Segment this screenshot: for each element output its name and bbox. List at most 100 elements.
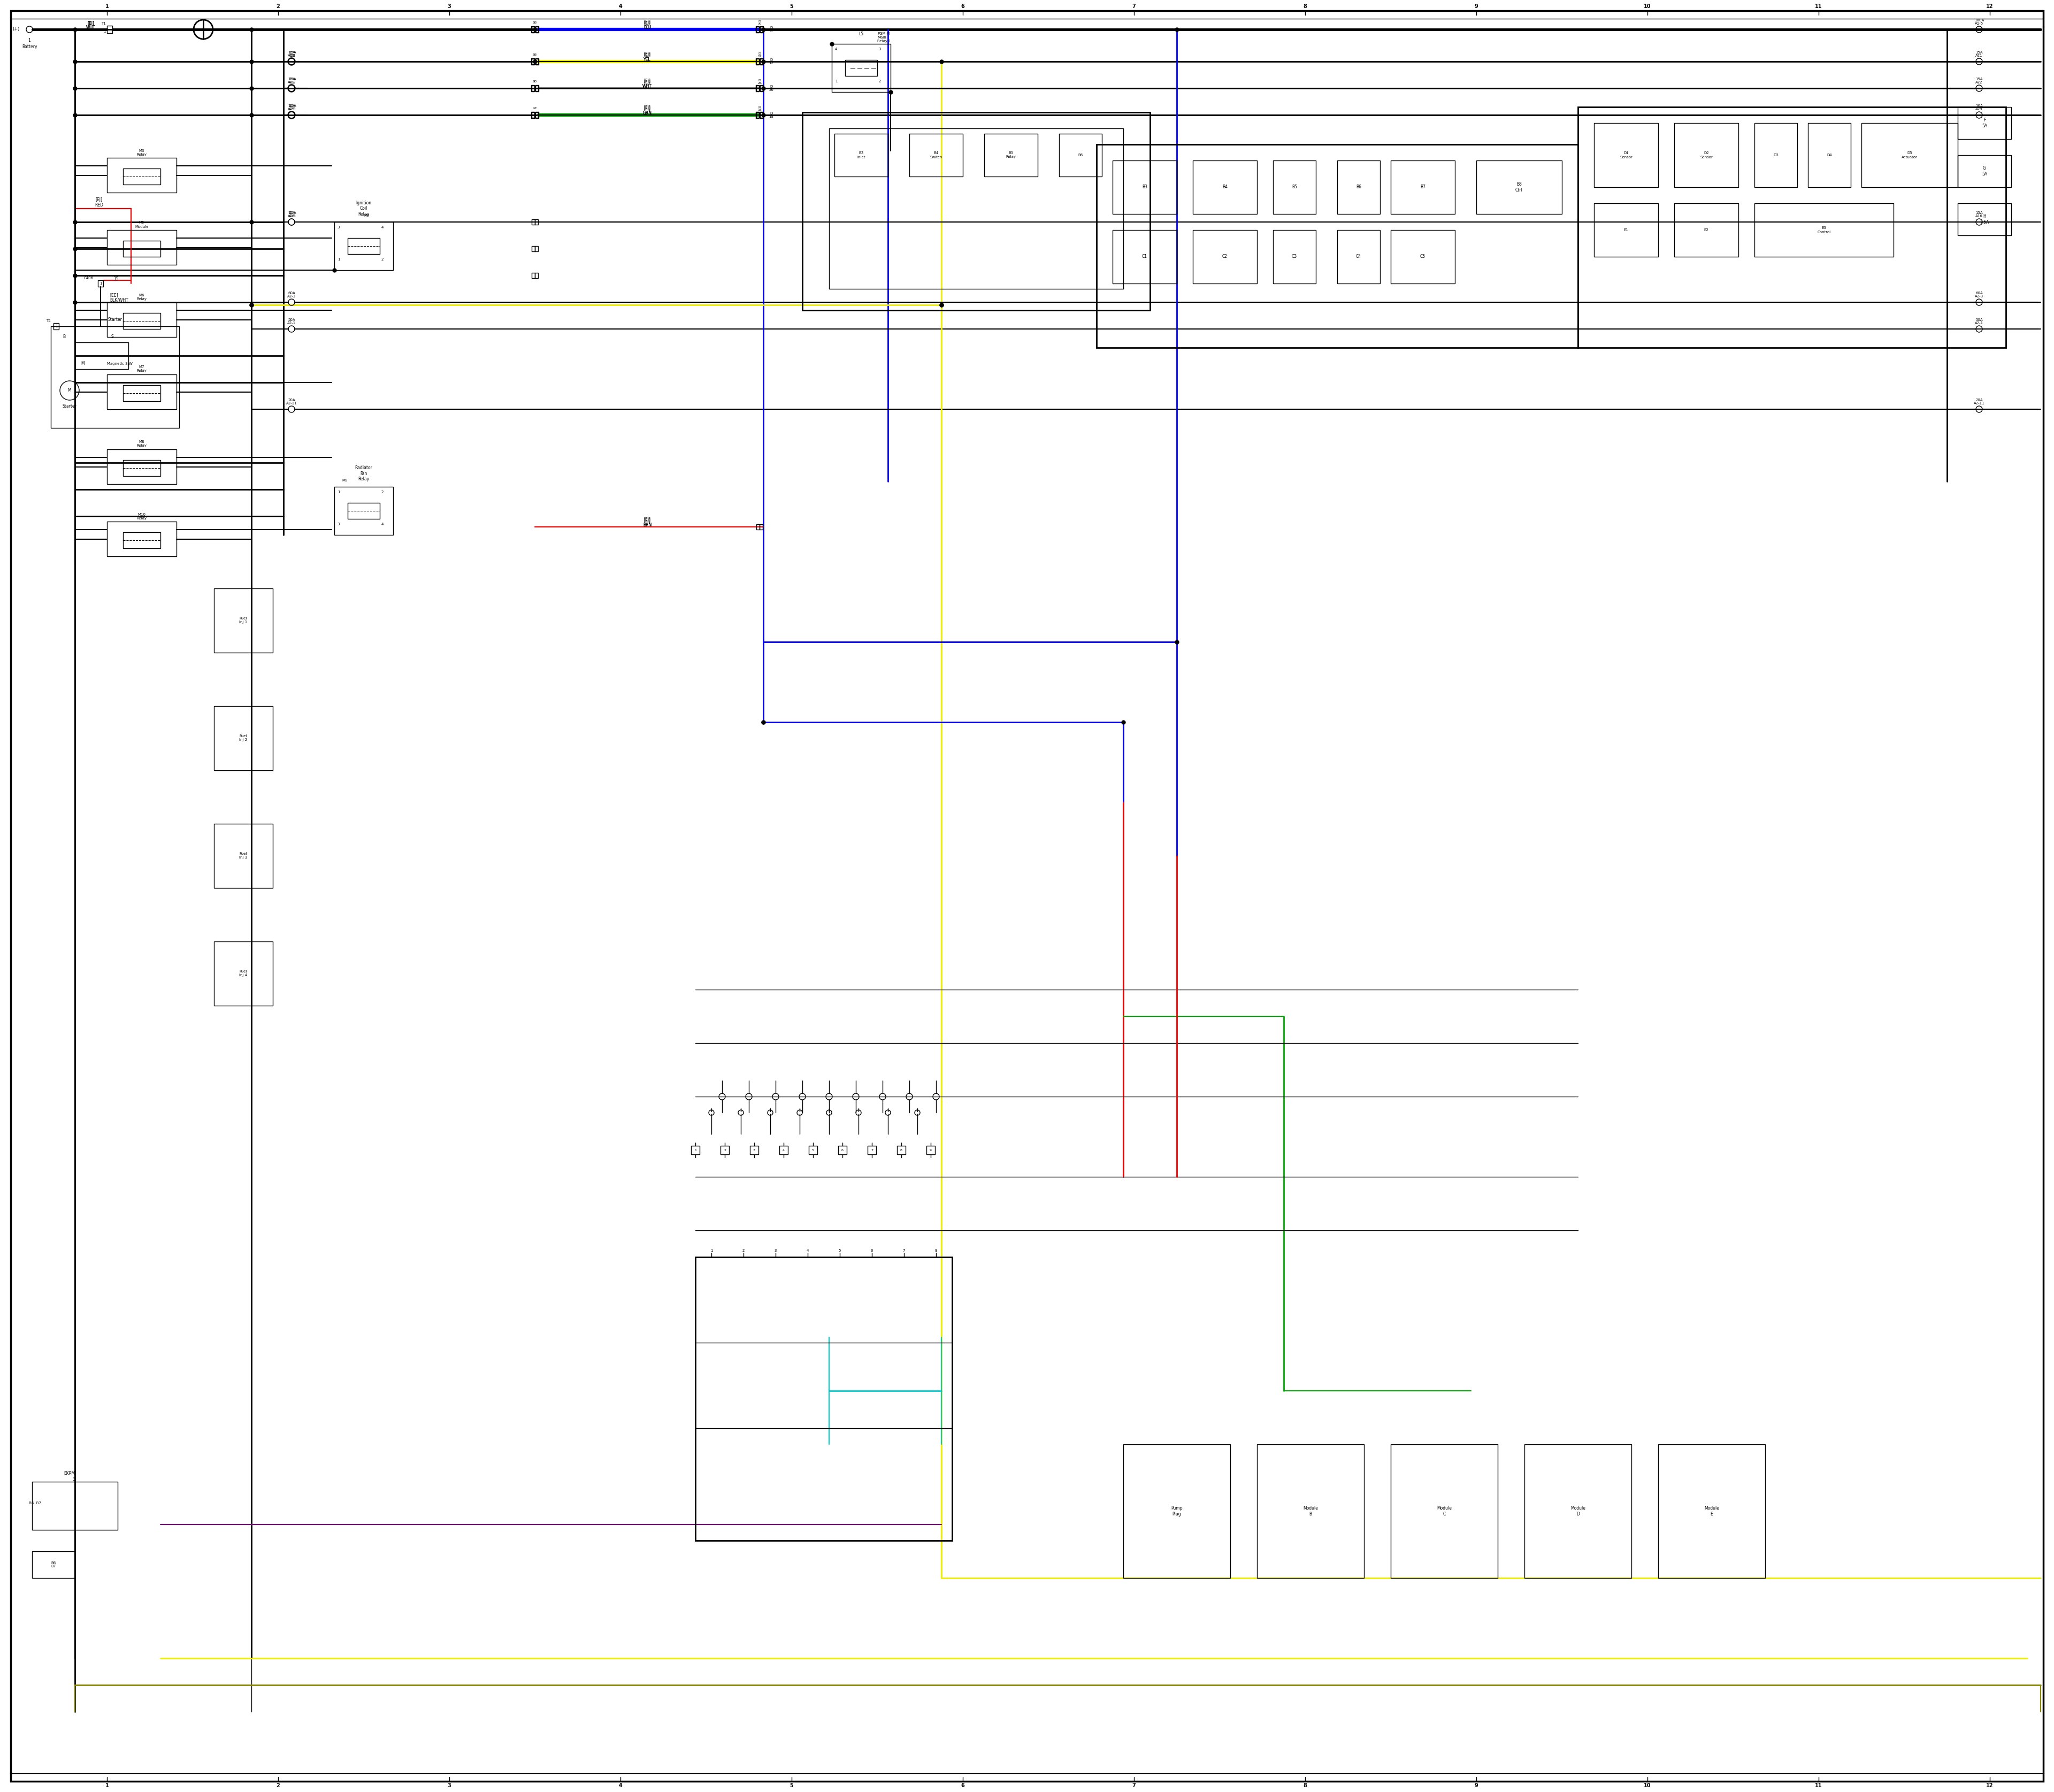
- Text: [EJ]: [EJ]: [643, 52, 651, 57]
- Text: D
12: D 12: [758, 52, 762, 57]
- Text: 9: 9: [1475, 1783, 1479, 1788]
- Bar: [832, 43, 891, 91]
- Text: B7: B7: [1419, 185, 1425, 190]
- Bar: [532, 86, 534, 91]
- Text: E1: E1: [1625, 228, 1629, 231]
- Text: 20A
A2-11: 20A A2-11: [1974, 398, 1984, 405]
- Bar: [99, 280, 103, 287]
- Text: C3: C3: [1292, 254, 1298, 260]
- Text: BLU: BLU: [643, 25, 651, 30]
- Text: B8
Ctrl: B8 Ctrl: [1516, 183, 1522, 192]
- Text: Radiator
Fan
Relay: Radiator Fan Relay: [355, 466, 372, 482]
- Text: D
8: D 8: [758, 20, 760, 25]
- Text: 8: 8: [935, 1249, 937, 1253]
- Text: 5: 5: [838, 1249, 840, 1253]
- Text: 50A
A2-1: 50A A2-1: [1974, 317, 1984, 324]
- Bar: [756, 59, 760, 65]
- Bar: [534, 246, 538, 251]
- Bar: [1674, 124, 1738, 186]
- Text: 5: 5: [791, 4, 793, 9]
- Bar: [107, 450, 177, 484]
- Text: 3: 3: [774, 1249, 776, 1253]
- Bar: [756, 59, 760, 65]
- Text: B6: B6: [1356, 185, 1362, 190]
- Text: F
5A: F 5A: [1982, 118, 1986, 129]
- Text: D
18: D 18: [758, 106, 762, 111]
- Text: D4: D4: [1826, 154, 1832, 156]
- Text: Fuel
Inj 2: Fuel Inj 2: [240, 735, 246, 742]
- Text: 12: 12: [1986, 1783, 1994, 1788]
- Text: 15: 15: [113, 276, 119, 281]
- Text: [EJ]: [EJ]: [643, 79, 651, 84]
- Text: Module
B: Module B: [1302, 1505, 1319, 1516]
- Text: WHT: WHT: [643, 84, 651, 90]
- Bar: [1391, 1444, 1497, 1579]
- Bar: [1391, 229, 1454, 283]
- Text: 3: 3: [337, 226, 339, 229]
- Bar: [756, 525, 760, 530]
- Text: 1: 1: [105, 1783, 109, 1788]
- Text: M3
Relay: M3 Relay: [138, 149, 146, 156]
- Bar: [123, 240, 160, 256]
- Text: C4: C4: [1356, 254, 1362, 260]
- Text: 1: 1: [337, 258, 339, 262]
- Text: 3: 3: [337, 523, 339, 525]
- Text: B4
Switch: B4 Switch: [930, 152, 943, 159]
- Text: 6: 6: [961, 1783, 965, 1788]
- Bar: [107, 375, 177, 409]
- Bar: [123, 461, 160, 477]
- Text: D1
Sensor: D1 Sensor: [1621, 152, 1633, 159]
- Text: 10: 10: [1643, 1783, 1651, 1788]
- Bar: [532, 27, 534, 32]
- Text: (+): (+): [12, 27, 21, 32]
- Text: Pump
Plug: Pump Plug: [1171, 1505, 1183, 1516]
- Text: 2: 2: [277, 4, 279, 9]
- Text: GRN: GRN: [643, 111, 651, 115]
- Text: [EE]: [EE]: [109, 292, 117, 297]
- Text: Fuel
Inj 3: Fuel Inj 3: [240, 853, 246, 860]
- Text: D
26: D 26: [768, 84, 774, 91]
- Text: 12: 12: [1986, 4, 1994, 9]
- Text: [EJ]: [EJ]: [643, 106, 651, 111]
- Text: 2: 2: [879, 79, 881, 82]
- Text: 15A
A22: 15A A22: [288, 77, 296, 84]
- Text: 15A
A21: 15A A21: [290, 50, 296, 57]
- Text: 1: 1: [834, 79, 838, 82]
- Bar: [760, 27, 764, 32]
- Bar: [1273, 161, 1317, 213]
- Text: 2: 2: [382, 258, 384, 262]
- Text: M6
Relay: M6 Relay: [138, 294, 146, 301]
- Text: G
5A: G 5A: [1982, 167, 1986, 176]
- Text: WHT: WHT: [643, 84, 651, 88]
- Text: B6
B7: B6 B7: [51, 1561, 55, 1568]
- Bar: [123, 532, 160, 548]
- Bar: [107, 158, 177, 192]
- Text: 10A
A29: 10A A29: [1976, 104, 1982, 111]
- Text: T1: T1: [101, 22, 107, 25]
- Text: 7: 7: [904, 1249, 906, 1253]
- Text: B3
Inlet: B3 Inlet: [857, 152, 865, 159]
- Text: BRN: BRN: [643, 521, 651, 527]
- Text: Starter: Starter: [107, 317, 121, 323]
- Bar: [347, 238, 380, 254]
- Bar: [534, 113, 538, 118]
- Bar: [809, 1145, 817, 1154]
- Text: 7: 7: [871, 1149, 873, 1152]
- Text: B3: B3: [1142, 185, 1148, 190]
- Text: 4: 4: [382, 226, 384, 229]
- Text: 3: 3: [879, 48, 881, 50]
- Text: 1: 1: [694, 1149, 696, 1152]
- Text: D
8: D 8: [770, 25, 772, 32]
- Bar: [898, 1145, 906, 1154]
- Text: C2: C2: [1222, 254, 1228, 260]
- Text: M: M: [82, 362, 84, 366]
- Bar: [1113, 161, 1177, 213]
- Bar: [760, 86, 762, 91]
- Bar: [1808, 124, 1851, 186]
- Text: 4: 4: [783, 1149, 785, 1152]
- Bar: [760, 525, 762, 530]
- Bar: [756, 111, 760, 118]
- Text: BLK/WHT: BLK/WHT: [109, 297, 127, 303]
- Bar: [534, 59, 538, 65]
- Text: M: M: [68, 389, 72, 392]
